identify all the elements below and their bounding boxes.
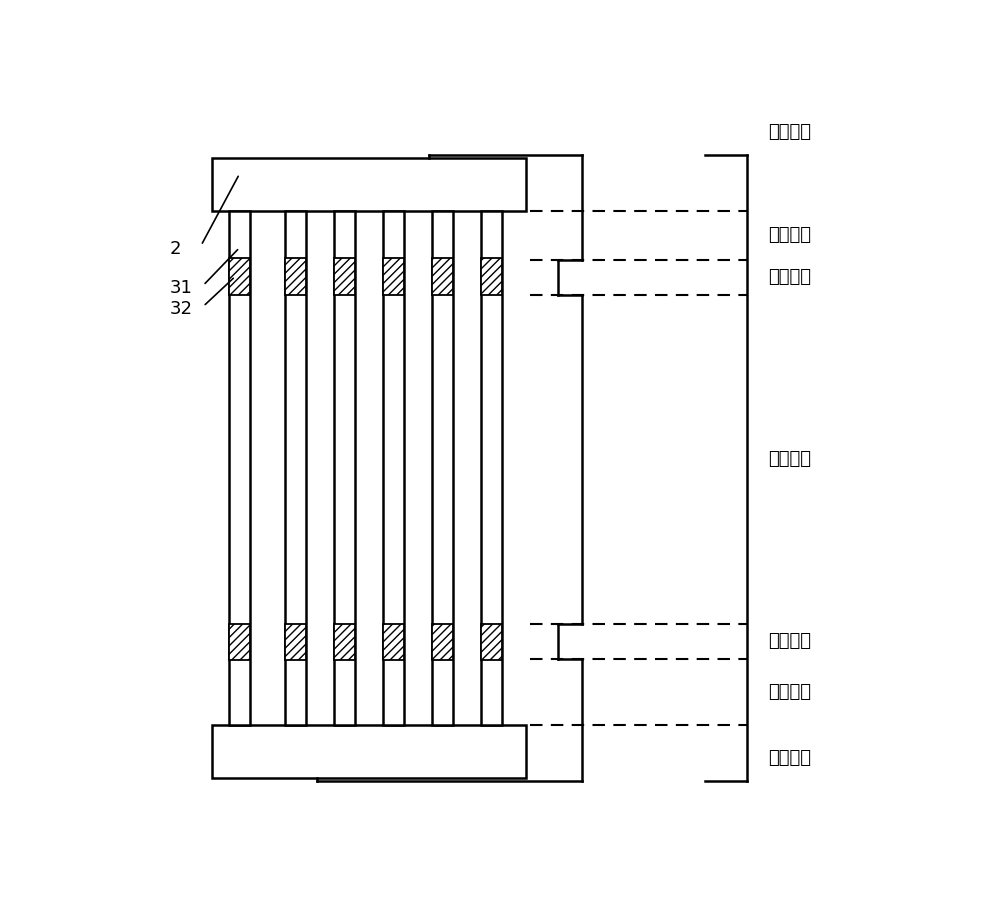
Bar: [334, 211, 355, 725]
Text: 间隙区域: 间隙区域: [768, 226, 811, 245]
Bar: [229, 211, 250, 725]
Bar: [334, 258, 355, 295]
Bar: [383, 258, 404, 295]
Bar: [334, 624, 355, 660]
Text: 边缘区域: 边缘区域: [768, 268, 811, 286]
Text: 间隙区域: 间隙区域: [768, 683, 811, 701]
Bar: [285, 211, 306, 725]
Bar: [432, 211, 453, 725]
Bar: [212, 725, 526, 777]
Bar: [432, 258, 453, 295]
Text: 边缘区域: 边缘区域: [768, 632, 811, 650]
Text: 汇流区域: 汇流区域: [768, 123, 811, 141]
Bar: [285, 258, 306, 295]
Text: 中心区域: 中心区域: [768, 450, 811, 468]
Bar: [285, 624, 306, 660]
Text: 32: 32: [170, 300, 193, 317]
Bar: [432, 624, 453, 660]
Bar: [383, 624, 404, 660]
Text: 2: 2: [170, 240, 181, 258]
Bar: [229, 624, 250, 660]
Text: 31: 31: [170, 278, 192, 296]
Text: 汇流区域: 汇流区域: [768, 749, 811, 767]
Bar: [212, 158, 526, 211]
Bar: [383, 211, 404, 725]
Bar: [229, 258, 250, 295]
Bar: [481, 258, 502, 295]
Bar: [481, 211, 502, 725]
Bar: [481, 624, 502, 660]
